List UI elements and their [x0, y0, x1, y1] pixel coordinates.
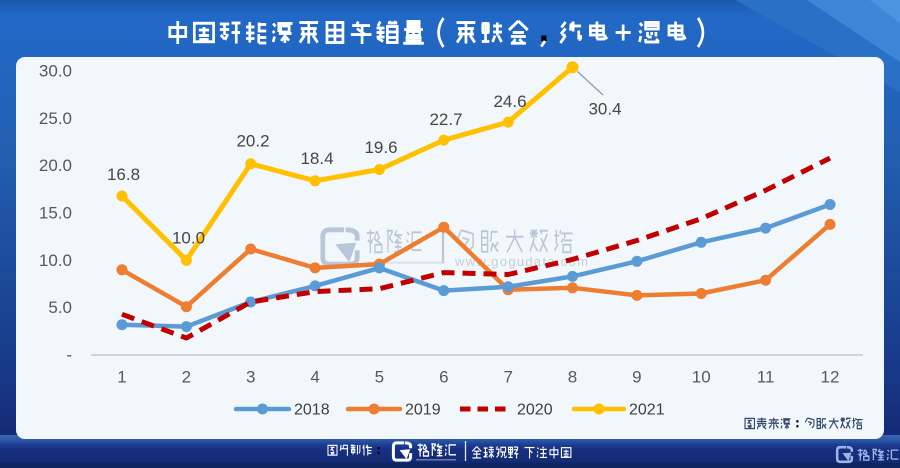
svg-text:2019: 2019 — [405, 402, 441, 419]
svg-text:3: 3 — [246, 368, 255, 387]
svg-text:6: 6 — [439, 368, 448, 387]
svg-text:25.0: 25.0 — [39, 109, 72, 128]
svg-text:10.0: 10.0 — [172, 229, 205, 248]
svg-text:19.6: 19.6 — [364, 138, 397, 157]
svg-text:20.2: 20.2 — [236, 132, 269, 151]
svg-text:10.0: 10.0 — [39, 251, 72, 270]
svg-text:2021: 2021 — [629, 402, 665, 419]
svg-text:5: 5 — [375, 368, 384, 387]
svg-text:12: 12 — [821, 368, 840, 387]
svg-text:-: - — [66, 346, 72, 365]
svg-text:1: 1 — [117, 368, 126, 387]
svg-text:16.8: 16.8 — [107, 165, 140, 184]
svg-text:2020: 2020 — [517, 402, 553, 419]
svg-text:20.0: 20.0 — [39, 156, 72, 175]
svg-text:4: 4 — [310, 368, 319, 387]
svg-text:30.0: 30.0 — [39, 62, 72, 81]
svg-text:2: 2 — [182, 368, 191, 387]
svg-text:11: 11 — [757, 368, 775, 387]
svg-text:9: 9 — [632, 368, 641, 387]
svg-text:22.7: 22.7 — [429, 110, 462, 129]
svg-text:5.0: 5.0 — [48, 298, 72, 317]
svg-text:15.0: 15.0 — [39, 204, 72, 223]
svg-text:18.4: 18.4 — [300, 149, 333, 168]
svg-text:10: 10 — [692, 368, 711, 387]
svg-text:24.6: 24.6 — [493, 92, 526, 111]
svg-text:2018: 2018 — [294, 402, 330, 419]
svg-text:8: 8 — [568, 368, 577, 387]
svg-text:7: 7 — [503, 368, 512, 387]
svg-text:30.4: 30.4 — [588, 100, 621, 119]
